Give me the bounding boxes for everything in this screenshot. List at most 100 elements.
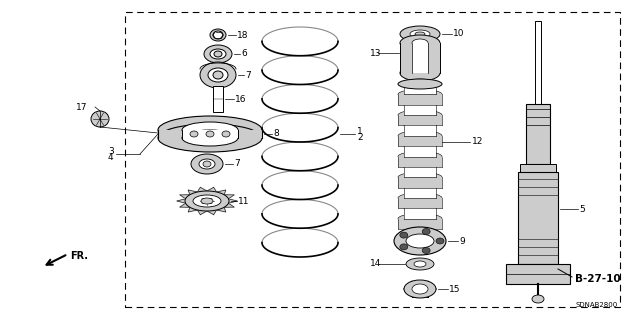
Ellipse shape [412, 284, 428, 294]
Ellipse shape [398, 193, 442, 203]
Text: 5: 5 [579, 204, 585, 213]
Polygon shape [224, 203, 234, 207]
Bar [535, 21, 541, 104]
Bar [404, 84, 436, 94]
Ellipse shape [213, 31, 223, 39]
Ellipse shape [532, 295, 544, 303]
Text: 16: 16 [235, 94, 246, 103]
Bar [398, 136, 442, 146]
Bar [404, 125, 436, 136]
Text: 13: 13 [370, 48, 381, 57]
Ellipse shape [404, 141, 436, 151]
Ellipse shape [204, 45, 232, 63]
Bar [520, 164, 556, 172]
Ellipse shape [158, 116, 262, 144]
Bar [182, 130, 238, 138]
Ellipse shape [206, 131, 214, 137]
Text: 2: 2 [357, 133, 363, 143]
Polygon shape [207, 210, 216, 215]
Polygon shape [216, 207, 226, 212]
Ellipse shape [398, 172, 442, 182]
Text: FR.: FR. [70, 251, 88, 261]
Ellipse shape [200, 62, 236, 88]
Ellipse shape [422, 228, 430, 234]
Ellipse shape [398, 152, 442, 161]
Bar [398, 157, 442, 167]
Ellipse shape [406, 234, 434, 248]
Polygon shape [177, 199, 186, 203]
Ellipse shape [91, 111, 109, 127]
Bar [518, 172, 558, 264]
Ellipse shape [398, 89, 442, 99]
Ellipse shape [422, 248, 430, 254]
Bar [400, 43, 440, 73]
Bar [506, 264, 570, 284]
Text: 11: 11 [238, 197, 250, 205]
Bar [526, 104, 550, 164]
Bar [398, 94, 442, 105]
Polygon shape [180, 195, 190, 199]
Ellipse shape [210, 49, 226, 59]
Polygon shape [216, 190, 226, 195]
Ellipse shape [213, 71, 223, 79]
Ellipse shape [158, 124, 262, 152]
Ellipse shape [404, 100, 436, 110]
Ellipse shape [222, 131, 230, 137]
Ellipse shape [185, 191, 229, 211]
Bar [213, 86, 223, 112]
Ellipse shape [193, 195, 221, 207]
Polygon shape [198, 187, 207, 192]
Text: 9: 9 [459, 236, 465, 246]
Bar [404, 105, 436, 115]
Bar [398, 177, 442, 188]
Text: 4: 4 [108, 153, 114, 162]
Bar [158, 130, 262, 138]
Text: SDNAB2800: SDNAB2800 [576, 302, 618, 308]
Text: 7: 7 [234, 160, 240, 168]
Ellipse shape [398, 214, 442, 224]
Ellipse shape [404, 182, 436, 193]
Bar [412, 43, 428, 73]
Ellipse shape [436, 238, 444, 244]
Text: 1: 1 [357, 127, 363, 136]
Polygon shape [207, 187, 216, 192]
Ellipse shape [400, 35, 440, 51]
Text: 10: 10 [453, 29, 465, 39]
Ellipse shape [404, 280, 436, 298]
Ellipse shape [415, 32, 425, 36]
Ellipse shape [191, 154, 223, 174]
Ellipse shape [203, 161, 211, 167]
Ellipse shape [404, 162, 436, 172]
Ellipse shape [398, 131, 442, 141]
Text: 7: 7 [245, 70, 251, 79]
Bar [125, 12, 620, 307]
Ellipse shape [182, 130, 238, 146]
Ellipse shape [410, 30, 430, 38]
Ellipse shape [199, 159, 215, 169]
Polygon shape [188, 190, 198, 195]
Ellipse shape [404, 203, 436, 213]
Polygon shape [228, 199, 237, 203]
Ellipse shape [214, 51, 222, 57]
Ellipse shape [398, 79, 442, 89]
Ellipse shape [400, 65, 440, 81]
Ellipse shape [400, 26, 440, 42]
Ellipse shape [406, 258, 434, 270]
Bar [404, 208, 436, 219]
Text: 18: 18 [237, 31, 248, 40]
Text: B-27-10: B-27-10 [575, 274, 621, 284]
Ellipse shape [210, 29, 226, 41]
Text: 8: 8 [273, 130, 279, 138]
Polygon shape [198, 210, 207, 215]
Ellipse shape [190, 131, 198, 137]
Bar [404, 146, 436, 157]
Polygon shape [224, 195, 234, 199]
Text: 3: 3 [108, 146, 114, 155]
Text: 17: 17 [76, 102, 88, 112]
Bar [398, 219, 442, 229]
Polygon shape [180, 203, 190, 207]
Ellipse shape [414, 261, 426, 267]
Bar [404, 167, 436, 177]
Ellipse shape [400, 244, 408, 250]
Ellipse shape [398, 110, 442, 120]
